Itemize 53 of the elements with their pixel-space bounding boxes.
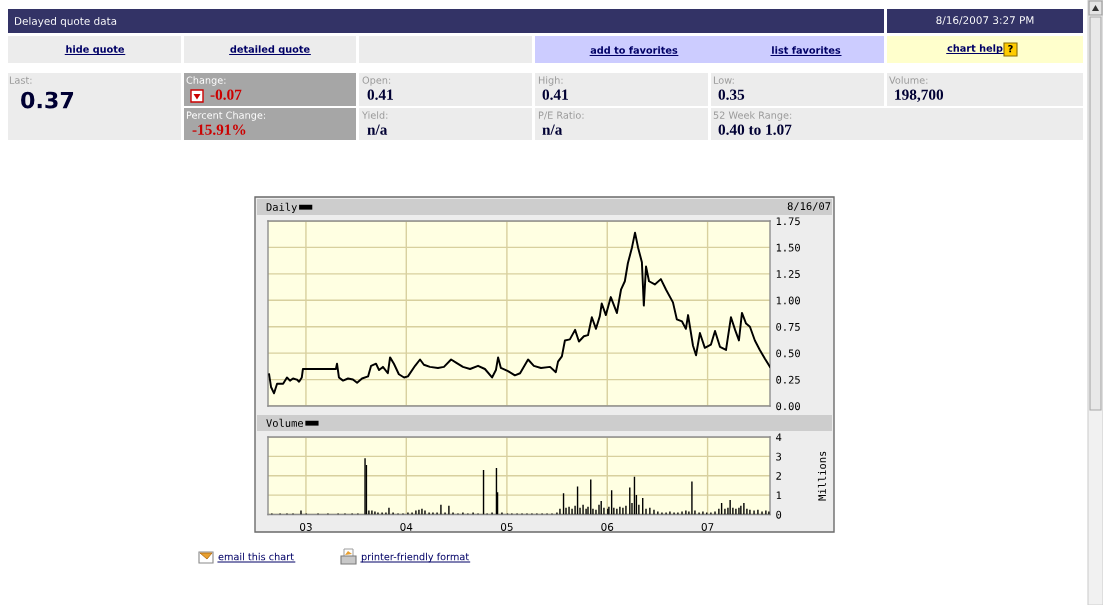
text: email this chart — [218, 552, 294, 561]
text: Open: — [362, 76, 391, 86]
text: -15.91% — [192, 124, 246, 135]
text: 8/16/2007 3:27 PM — [936, 16, 1034, 25]
text: 0.41 — [367, 89, 393, 100]
x-tick-label: 05 — [500, 523, 513, 531]
text: 0.40 to 1.07 — [718, 124, 792, 135]
text: -0.07 — [210, 89, 242, 100]
y-tick-label: 0 — [776, 510, 782, 519]
text: 52 Week Range: — [713, 111, 792, 121]
legend-label: Daily — [266, 202, 297, 213]
text: Low: — [713, 76, 734, 84]
text: 0.37 — [21, 91, 74, 109]
text: hide quote — [66, 45, 125, 55]
text: High: — [538, 76, 563, 86]
y-tick-label: 3 — [776, 452, 782, 461]
text: Last: — [9, 76, 32, 84]
text: 0.35 — [718, 89, 745, 100]
y-tick-label: 0.25 — [776, 375, 800, 384]
text: add to favorites — [590, 46, 678, 54]
text: n/a — [542, 124, 563, 135]
text: ? — [1008, 44, 1013, 53]
y-tick-label: 1.25 — [776, 270, 800, 278]
legend-label: Volume — [266, 418, 303, 427]
y-tick-label: 1.50 — [776, 243, 800, 252]
y-tick-label: 1.00 — [776, 296, 800, 305]
x-tick-label: 06 — [601, 523, 614, 531]
y-tick-label: 1 — [776, 491, 782, 500]
y-tick-label: 4 — [776, 433, 782, 441]
text: 198,700 — [895, 89, 944, 103]
y-tick-label: 0.50 — [776, 349, 800, 358]
x-tick-label: 07 — [701, 523, 714, 531]
line-series — [268, 231, 770, 395]
text: detailed quote — [230, 45, 310, 55]
text: Change: — [186, 76, 226, 86]
text: Volume: — [889, 76, 928, 84]
text: Yield: — [361, 111, 388, 119]
y-axis-title: Millions — [817, 451, 827, 501]
y-tick-label: 1.75 — [776, 217, 800, 226]
text: 8/16/07 — [787, 202, 831, 211]
y-tick-label: 2 — [776, 472, 781, 480]
text: n/a — [367, 124, 388, 135]
y-tick-label: 0.00 — [776, 402, 800, 411]
y-tick-label: 0.75 — [776, 322, 800, 331]
text: P/E Ratio: — [538, 111, 584, 120]
text: 0.41 — [542, 89, 568, 100]
text: list favorites — [772, 46, 841, 54]
text: chart help — [947, 44, 1003, 54]
text: printer-friendly format — [361, 552, 469, 563]
text: Delayed quote data — [15, 16, 117, 28]
text: Percent Change: — [186, 111, 266, 121]
x-tick-label: 03 — [300, 523, 312, 531]
x-tick-label: 04 — [400, 523, 413, 531]
